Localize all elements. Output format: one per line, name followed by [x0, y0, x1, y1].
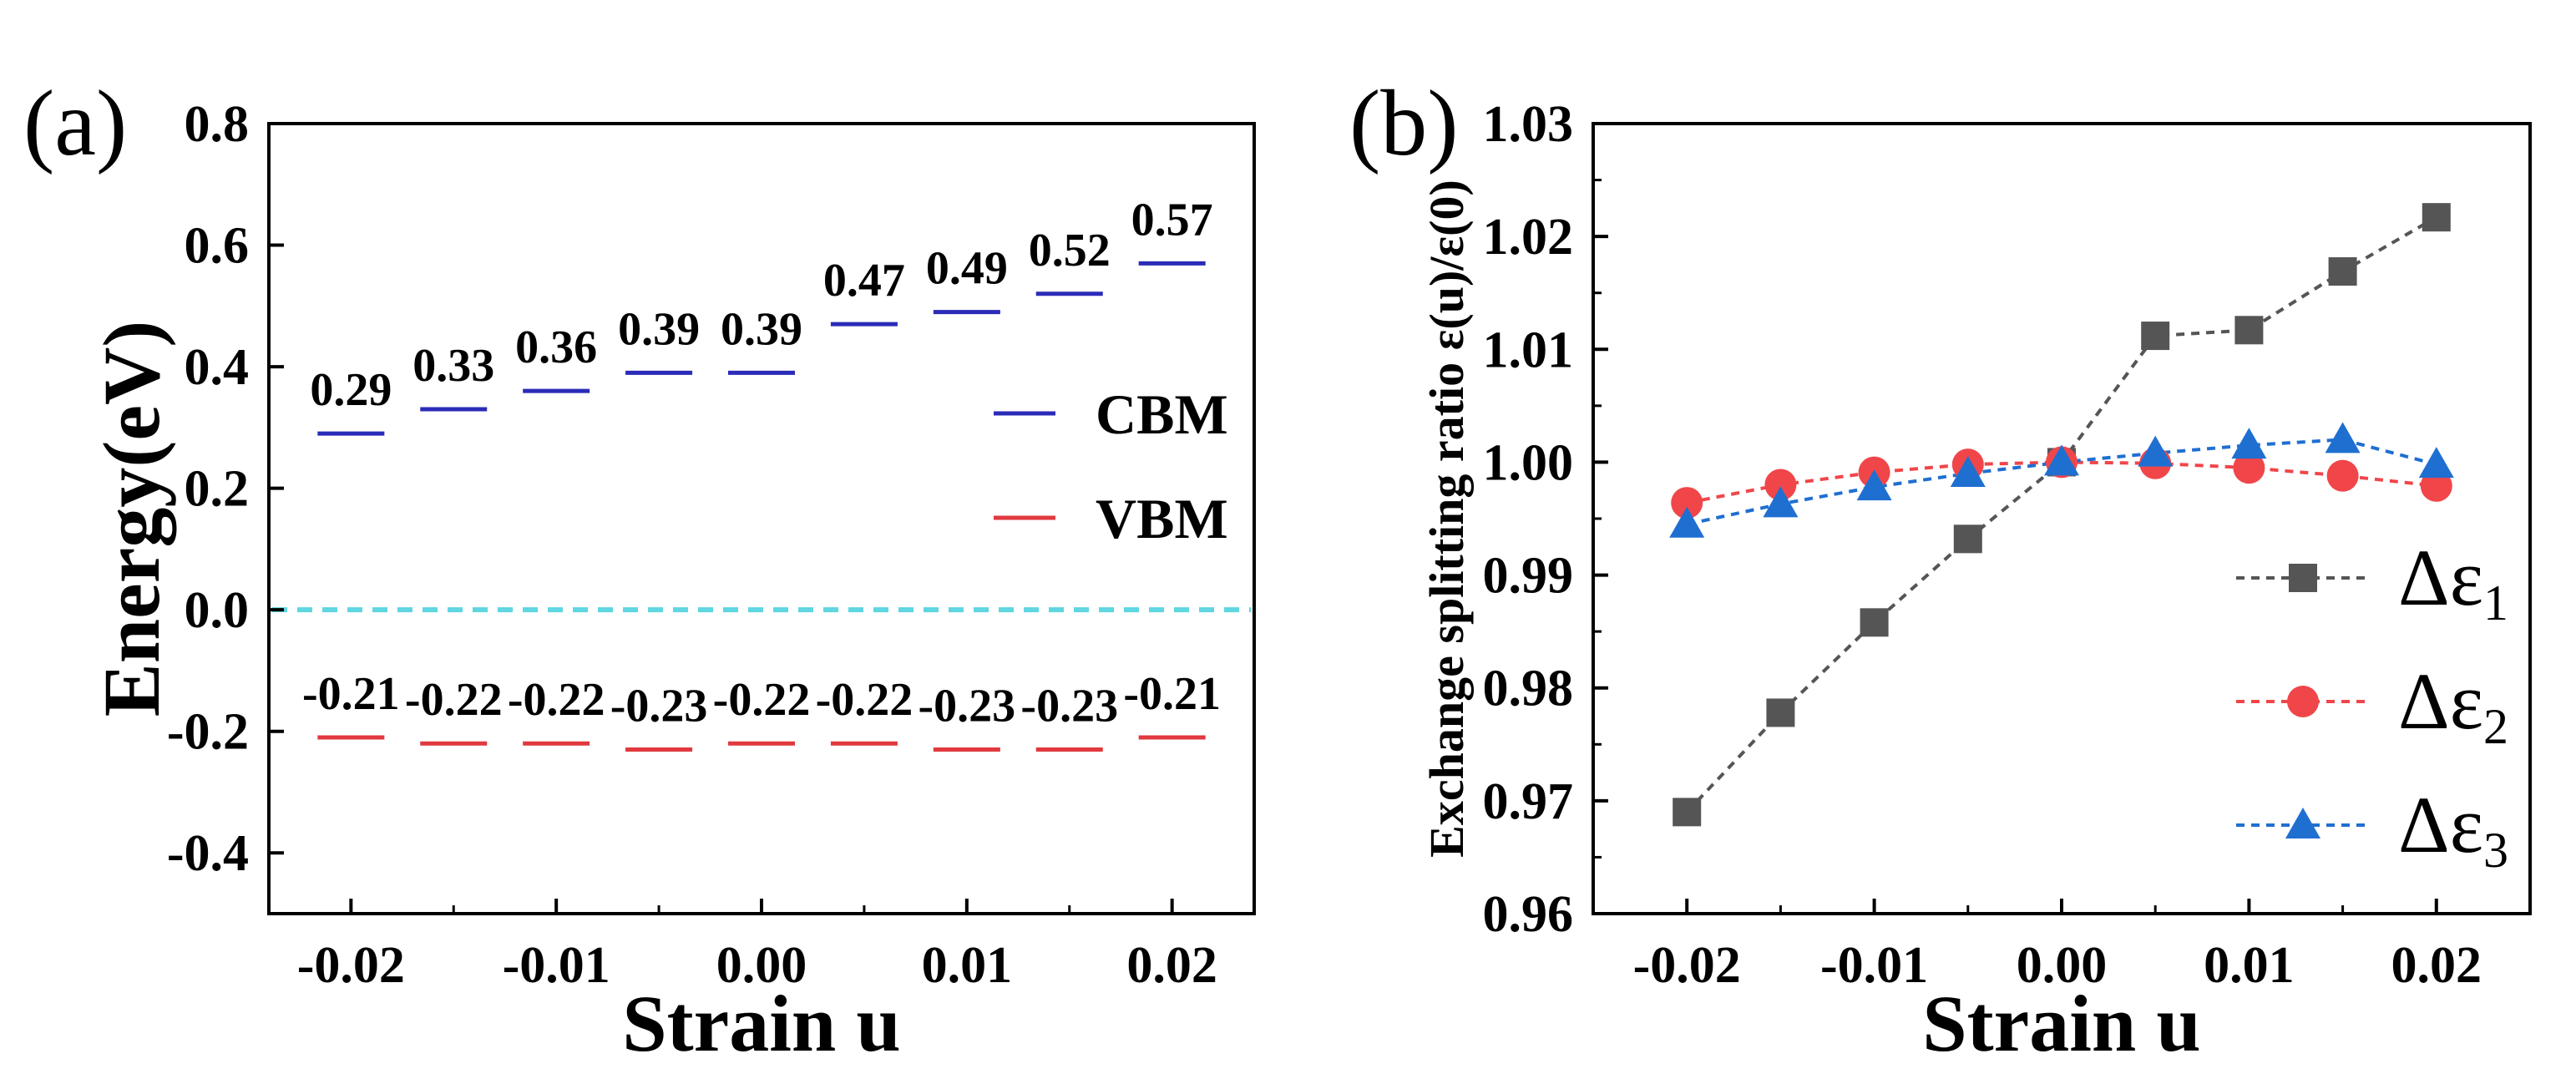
- cbm-data-label: 0.49: [926, 243, 1008, 295]
- legend-series-1-name: Δε: [2398, 533, 2483, 622]
- cbm-data-label: 0.29: [310, 364, 392, 416]
- panel-a-legend: CBM VBM: [994, 382, 1228, 550]
- series-2-point: [2233, 452, 2265, 484]
- series-3-point: [1950, 455, 1986, 487]
- cbm-data-label: 0.39: [618, 303, 700, 355]
- series-1-point: [2234, 316, 2264, 345]
- legend-series-2-subscript: 2: [2483, 699, 2508, 754]
- series-1-point: [1860, 608, 1889, 637]
- vbm-data-label: -0.23: [610, 681, 708, 732]
- y-tick-label: 0.98: [1483, 661, 1574, 717]
- x-tick-label: 0.00: [2017, 937, 2108, 994]
- x-tick-label: 0.02: [2391, 937, 2482, 994]
- legend-series-1-label: Δε1: [2398, 533, 2508, 631]
- panel-b-label: (b): [1349, 72, 1459, 175]
- series-2-point: [1764, 469, 1797, 501]
- series-1-point: [2328, 257, 2357, 286]
- panel-a-energy-chart: (a) -0.4 -0.2 0.0 0.2 0.4 0.6 0.8 -0.02 -0.01 0.0…: [23, 72, 1256, 1068]
- x-tick-label: 0.02: [1126, 937, 1217, 994]
- series-3-point: [2044, 444, 2079, 476]
- legend-series-1-subscript: 1: [2483, 575, 2508, 631]
- series-3-point: [2138, 435, 2174, 467]
- series-1-point: [1673, 798, 1702, 827]
- legend-cbm-label: CBM: [1096, 382, 1228, 446]
- series-2-point: [2326, 459, 2359, 492]
- legend-series-3-subscript: 3: [2483, 823, 2508, 878]
- panel-b-ticks: 0.96 0.97 0.98 0.99 1.00 1.01 1.02 1.03 -0.02 -0.…: [1483, 96, 2482, 994]
- panel-a-x-axis-title: Strain u: [622, 979, 900, 1068]
- vbm-data-label: -0.22: [508, 674, 605, 726]
- legend-series-2-label: Δε2: [2398, 656, 2508, 754]
- x-tick-label: -0.01: [1820, 937, 1928, 994]
- y-tick-label: 0.6: [185, 218, 250, 275]
- x-tick-label: -0.02: [1633, 937, 1741, 994]
- legend-series-2-marker: [2287, 686, 2319, 717]
- y-tick-label: 0.0: [185, 582, 250, 639]
- x-tick-label: -0.02: [297, 937, 405, 994]
- panel-b-plot-frame: [1592, 122, 2532, 915]
- vbm-data-label: -0.21: [1123, 668, 1221, 720]
- series-2-point: [1671, 487, 1703, 519]
- panel-a-ticks: -0.4 -0.2 0.0 0.2 0.4 0.6 0.8 -0.02 -0.01 0.00 0.0…: [167, 96, 1217, 994]
- series-1-point: [2141, 322, 2170, 351]
- cbm-data-label: 0.52: [1029, 225, 1111, 276]
- series-3-point: [1856, 469, 1892, 501]
- legend-series-2-name: Δε: [2398, 656, 2483, 746]
- y-tick-label: 0.99: [1483, 548, 1574, 605]
- series-3-point: [2325, 422, 2361, 453]
- series-3-point: [2418, 447, 2454, 479]
- panel-a-marks: 0.29 0.33 0.36 0.39 0.39 0.47 0.49 0.52 0.57 -0.2…: [302, 194, 1221, 752]
- y-tick-label: 1.03: [1483, 96, 1574, 153]
- series-1-point: [1766, 698, 1795, 727]
- legend-vbm-label: VBM: [1096, 487, 1228, 550]
- panel-b-exchange-chart: (b) 0.96 0.97 0.98 0.99 1.00 1.01 1.02 1.03 -0.0…: [1349, 72, 2532, 1068]
- x-tick-label: -0.01: [503, 937, 610, 994]
- legend-series-3-name: Δε: [2398, 780, 2483, 869]
- vbm-data-label: -0.22: [405, 674, 503, 726]
- series-1-line: [1685, 215, 2437, 813]
- y-tick-label: 0.2: [185, 461, 250, 518]
- vbm-data-label: -0.23: [919, 681, 1016, 732]
- x-tick-label: 0.01: [2204, 937, 2295, 994]
- legend-series-3-label: Δε3: [2398, 780, 2508, 878]
- panel-a-label: (a): [23, 72, 127, 175]
- y-tick-label: 1.00: [1483, 434, 1574, 491]
- cbm-data-label: 0.39: [721, 303, 802, 355]
- y-tick-label: -0.4: [167, 825, 249, 882]
- y-tick-label: -0.2: [167, 704, 249, 761]
- legend-series-3-marker: [2285, 808, 2320, 838]
- y-tick-label: 0.97: [1483, 773, 1574, 830]
- x-tick-label: 0.00: [716, 937, 807, 994]
- y-tick-label: 1.01: [1483, 322, 1574, 378]
- cbm-data-label: 0.47: [823, 255, 905, 306]
- series-3-point: [1669, 506, 1705, 538]
- vbm-data-label: -0.23: [1020, 681, 1118, 732]
- series-3-point: [2231, 428, 2267, 459]
- series-1-point: [2422, 203, 2451, 232]
- panel-b-marks: [1669, 203, 2454, 827]
- cbm-data-label: 0.57: [1131, 194, 1213, 246]
- y-tick-label: 0.8: [185, 96, 250, 153]
- vbm-data-label: -0.22: [816, 674, 913, 726]
- y-tick-label: 1.02: [1483, 209, 1574, 266]
- legend-series-1-marker: [2289, 564, 2317, 592]
- x-tick-label: 0.01: [922, 937, 1013, 994]
- vbm-data-label: -0.22: [713, 674, 811, 726]
- series-2-point: [2420, 469, 2452, 502]
- panel-b-x-axis-title: Strain u: [1922, 979, 2200, 1068]
- panel-a-y-axis-title: Energy(eV): [87, 321, 176, 717]
- series-3-point: [1763, 486, 1799, 518]
- y-tick-label: 0.96: [1483, 886, 1574, 943]
- y-tick-label: 0.4: [185, 339, 250, 396]
- cbm-data-label: 0.36: [515, 322, 597, 373]
- cbm-data-label: 0.33: [412, 340, 494, 392]
- series-1-point: [1953, 524, 1982, 554]
- panel-b-y-axis-title: Exchange splitting ratio ε(u)/ε(0): [1420, 180, 1474, 858]
- vbm-data-label: -0.21: [302, 668, 400, 720]
